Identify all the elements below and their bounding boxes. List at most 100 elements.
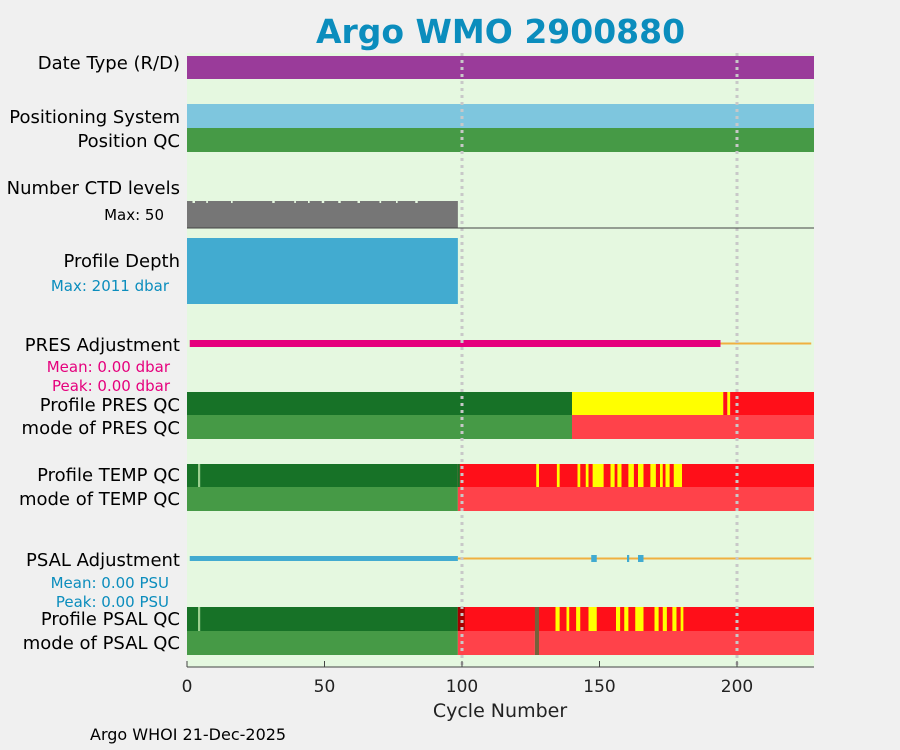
profile-temp-qc-mark: [638, 464, 644, 487]
psal-peak-value: Peak: 0.00 PSU: [56, 593, 169, 611]
profile-psal-qc-mark: [680, 607, 684, 631]
x-tick-label: 50: [314, 677, 336, 697]
profile-pres-qc-segment: [723, 392, 728, 415]
mode-pres-qc-segment: [187, 415, 572, 439]
bar-layer: [187, 56, 814, 655]
ctd-levels-gap: [357, 201, 360, 203]
profile-psal-qc-mark: [555, 607, 560, 631]
pres-mean-value: Mean: 0.00 dbar: [47, 358, 171, 376]
label-profile-psal-qc: Profile PSAL QC: [41, 609, 180, 630]
profile-temp-qc-mark: [577, 464, 581, 487]
profile-psal-qc-mark: [662, 607, 667, 631]
ctd-levels-gap: [272, 201, 275, 203]
profile-psal-qc-mark: [566, 607, 570, 631]
profile-temp-qc-mark: [660, 464, 663, 487]
pres-adjustment-segment: [189, 340, 721, 347]
label-date-type: Date Type (R/D): [38, 53, 180, 74]
ctd-levels-gap: [294, 201, 296, 203]
label-positioning-system: Positioning System: [9, 107, 180, 128]
profile-psal-qc-mark: [576, 607, 581, 631]
mode-temp-qc-segment: [457, 487, 814, 511]
x-tick-label: 0: [182, 677, 193, 697]
profile-temp-qc-mark: [585, 464, 589, 487]
ctd-levels-gap: [308, 201, 310, 203]
profile-temp-qc-mark: [536, 464, 539, 487]
label-mode-psal-qc: mode of PSAL QC: [23, 633, 180, 654]
profile-psal-qc-mark: [588, 607, 597, 631]
depth-max-value: Max: 2011 dbar: [51, 277, 170, 295]
profile-pres-qc-segment: [730, 392, 814, 415]
mode-psal-qc-segment: [534, 631, 539, 655]
profile-temp-qc-mark: [665, 464, 670, 487]
profile-psal-qc-mark: [457, 607, 465, 631]
psal-adjustment-mark: [638, 555, 644, 562]
profile-psal-qc-mark: [198, 607, 201, 631]
ctd-levels-gap: [206, 201, 208, 203]
pres-adjustment-segment: [720, 342, 812, 345]
label-psal-adjustment: PSAL Adjustment: [26, 550, 180, 571]
ctd-levels-gap: [321, 201, 325, 203]
mode-psal-qc-segment: [187, 631, 458, 655]
x-tick-label: 150: [583, 677, 615, 697]
profile-pres-qc-segment: [572, 392, 724, 415]
profile-temp-qc-mark: [673, 464, 682, 487]
profile-psal-qc-mark: [672, 607, 677, 631]
label-mode-temp-qc: mode of TEMP QC: [19, 489, 180, 510]
profile-temp-qc-mark: [617, 464, 622, 487]
profile-temp-qc-segment: [457, 464, 814, 487]
profile-temp-qc-mark: [650, 464, 656, 487]
label-position-qc: Position QC: [77, 131, 180, 152]
profile-pres-qc-segment: [727, 392, 731, 415]
psal-adjustment-segment: [189, 556, 458, 561]
psal-adjustment-segment: [457, 557, 812, 560]
profile-temp-qc-mark: [198, 464, 201, 487]
mode-pres-qc-segment: [572, 415, 814, 439]
x-tick-label: 200: [721, 677, 753, 697]
profile-temp-qc-mark: [592, 464, 604, 487]
profile-psal-qc-mark: [616, 607, 621, 631]
profile-temp-qc-mark: [628, 464, 634, 487]
ctd-max-value: Max: 50: [104, 206, 164, 224]
psal-mean-value: Mean: 0.00 PSU: [51, 574, 169, 592]
profile-pres-qc-segment: [187, 392, 572, 415]
psal-adjustment-mark: [591, 555, 597, 562]
chart-title: Argo WMO 2900880: [315, 12, 686, 51]
ctd-levels-gap: [415, 201, 418, 203]
ctd-levels-gap: [231, 201, 233, 203]
profile-psal-qc-mark: [534, 607, 539, 631]
label-pres-adjustment: PRES Adjustment: [25, 335, 180, 356]
ctd-levels-gap: [338, 201, 341, 203]
profile-psal-qc-segment: [187, 607, 458, 631]
label-profile-temp-qc: Profile TEMP QC: [37, 465, 180, 486]
pres-peak-value: Peak: 0.00 dbar: [52, 377, 171, 395]
x-axis-label: Cycle Number: [433, 700, 567, 722]
label-profile-depth: Profile Depth: [63, 251, 180, 272]
profile-temp-qc-segment: [187, 464, 458, 487]
ctd-levels-gap: [192, 201, 195, 203]
profile-psal-qc-mark: [624, 607, 629, 631]
profile-psal-qc-mark: [635, 607, 644, 631]
date-type-segment: [187, 56, 814, 79]
x-tick-label: 100: [446, 677, 478, 697]
mode-psal-qc-segment: [539, 631, 814, 655]
ctd-levels-segment: [187, 201, 458, 228]
psal-adjustment-mark: [627, 555, 630, 562]
ctd-levels-gap: [379, 201, 382, 203]
label-mode-pres-qc: mode of PRES QC: [22, 418, 180, 439]
x-axis: 0 50 100 150 200: [182, 227, 814, 697]
mode-psal-qc-segment: [457, 631, 535, 655]
plot-background: [187, 53, 814, 667]
ctd-levels-gap: [396, 201, 398, 203]
profile-depth-segment: [187, 238, 458, 304]
profile-temp-qc-mark: [610, 464, 615, 487]
grid-layer: [460, 53, 739, 667]
profile-temp-qc-mark: [556, 464, 560, 487]
label-ctd-levels: Number CTD levels: [7, 178, 180, 199]
label-profile-pres-qc: Profile PRES QC: [40, 395, 180, 416]
mode-temp-qc-segment: [187, 487, 458, 511]
positioning-system-segment: [187, 104, 814, 128]
position-qc-segment: [187, 128, 814, 152]
profile-temp-qc-mark: [457, 464, 460, 487]
footer-credit: Argo WHOI 21-Dec-2025: [90, 725, 287, 744]
